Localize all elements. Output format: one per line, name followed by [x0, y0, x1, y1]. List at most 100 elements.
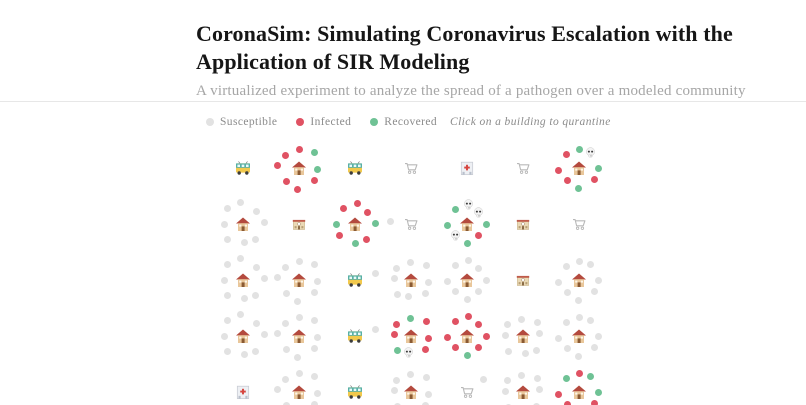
person-dot-susceptible	[260, 330, 268, 338]
building-trolleybus-icon[interactable]	[347, 161, 364, 175]
person-dot-susceptible	[532, 402, 540, 405]
person-dot-susceptible	[311, 261, 319, 269]
person-dot-susceptible	[223, 316, 231, 324]
building-house-icon[interactable]	[515, 384, 532, 400]
building-house-icon[interactable]	[235, 272, 252, 288]
person-dot-susceptible	[594, 277, 602, 285]
person-dot-susceptible	[505, 403, 513, 405]
person-dot-infected	[591, 176, 599, 184]
building-house-icon[interactable]	[571, 272, 588, 288]
community-cell	[383, 308, 439, 364]
community-cell	[383, 140, 439, 196]
person-dot-susceptible	[223, 260, 231, 268]
building-school-icon[interactable]	[516, 274, 531, 287]
building-house-icon[interactable]	[403, 328, 420, 344]
building-house-icon[interactable]	[571, 160, 588, 176]
page-title: CoronaSim: Simulating Coronavirus Escala…	[196, 21, 733, 75]
person-dot-recovered	[394, 346, 402, 354]
person-dot-susceptible	[475, 265, 483, 273]
building-house-icon[interactable]	[515, 328, 532, 344]
person-dot-susceptible	[562, 319, 570, 327]
person-dot-recovered	[594, 389, 602, 397]
building-house-icon[interactable]	[459, 328, 476, 344]
building-house-icon[interactable]	[291, 272, 308, 288]
person-dot-susceptible	[451, 262, 459, 270]
person-dot-susceptible	[311, 317, 319, 325]
person-dot-recovered	[443, 222, 451, 230]
community-cell	[495, 196, 551, 252]
community-cell	[327, 364, 383, 405]
person-dot-susceptible	[463, 296, 471, 304]
building-hospital-icon[interactable]	[236, 385, 250, 400]
person-dot-infected	[293, 185, 301, 193]
person-dot-recovered	[463, 240, 471, 248]
person-dot-susceptible	[260, 274, 268, 282]
person-dot-infected	[363, 236, 371, 244]
community-cell	[271, 364, 327, 405]
person-dot-infected	[475, 321, 483, 329]
community-cell	[327, 140, 383, 196]
person-dot-susceptible	[574, 297, 582, 305]
building-house-icon[interactable]	[235, 328, 252, 344]
person-dot-susceptible	[394, 290, 402, 298]
building-cart-icon[interactable]	[516, 161, 531, 175]
building-trolleybus-icon[interactable]	[235, 161, 252, 175]
building-trolleybus-icon[interactable]	[347, 385, 364, 399]
building-school-icon[interactable]	[292, 218, 307, 231]
person-dot-susceptible	[533, 375, 541, 383]
person-dot-susceptible	[282, 375, 290, 383]
person-dot-infected	[335, 231, 343, 239]
building-house-icon[interactable]	[291, 160, 308, 176]
building-cart-icon[interactable]	[404, 217, 419, 231]
person-dot-susceptible	[422, 374, 430, 382]
person-dot-susceptible	[293, 297, 301, 305]
page-subtitle: A virtualized experiment to analyze the …	[196, 83, 746, 100]
person-dot-susceptible	[502, 331, 510, 339]
legend-label: Susceptible	[220, 116, 278, 128]
community-cell	[551, 252, 607, 308]
building-house-icon[interactable]	[459, 272, 476, 288]
person-dot-susceptible	[393, 376, 401, 384]
person-dot-infected	[452, 344, 460, 352]
community-cell	[495, 252, 551, 308]
building-house-icon[interactable]	[235, 216, 252, 232]
person-dot-susceptible	[421, 401, 429, 405]
person-dot-susceptible	[221, 276, 229, 284]
person-dot-susceptible	[424, 390, 432, 398]
building-house-icon[interactable]	[571, 384, 588, 400]
person-dot-infected	[310, 177, 318, 185]
person-dot-susceptible	[252, 319, 260, 327]
infected-dot-icon	[296, 118, 305, 126]
building-trolleybus-icon[interactable]	[347, 273, 364, 287]
building-house-icon[interactable]	[347, 216, 364, 232]
building-school-icon[interactable]	[516, 218, 531, 231]
building-hospital-icon[interactable]	[460, 161, 474, 176]
building-house-icon[interactable]	[403, 384, 420, 400]
person-dot-susceptible	[452, 288, 460, 296]
person-dot-infected	[474, 231, 482, 239]
person-dot-susceptible	[406, 371, 414, 379]
building-cart-icon[interactable]	[572, 217, 587, 231]
header-divider	[0, 101, 806, 102]
building-house-icon[interactable]	[291, 328, 308, 344]
building-house-icon[interactable]	[571, 328, 588, 344]
building-trolleybus-icon[interactable]	[347, 329, 364, 343]
person-dot-recovered	[311, 149, 319, 157]
person-dot-susceptible	[311, 373, 319, 381]
person-dot-susceptible	[241, 350, 249, 358]
legend-item-infected: Infected	[296, 116, 351, 128]
person-dot-recovered	[483, 220, 491, 228]
legend-label: Recovered	[384, 116, 438, 128]
person-dot-susceptible	[594, 333, 602, 341]
person-dot-susceptible	[563, 289, 571, 297]
person-dot-susceptible	[221, 220, 229, 228]
building-cart-icon[interactable]	[460, 385, 475, 399]
person-dot-recovered	[406, 315, 414, 323]
person-dot-susceptible	[224, 292, 232, 300]
building-house-icon[interactable]	[291, 384, 308, 400]
person-dot-susceptible	[390, 386, 398, 394]
community-cell	[327, 196, 383, 252]
building-cart-icon[interactable]	[404, 161, 419, 175]
building-house-icon[interactable]	[403, 272, 420, 288]
recovered-dot-icon	[370, 118, 379, 126]
